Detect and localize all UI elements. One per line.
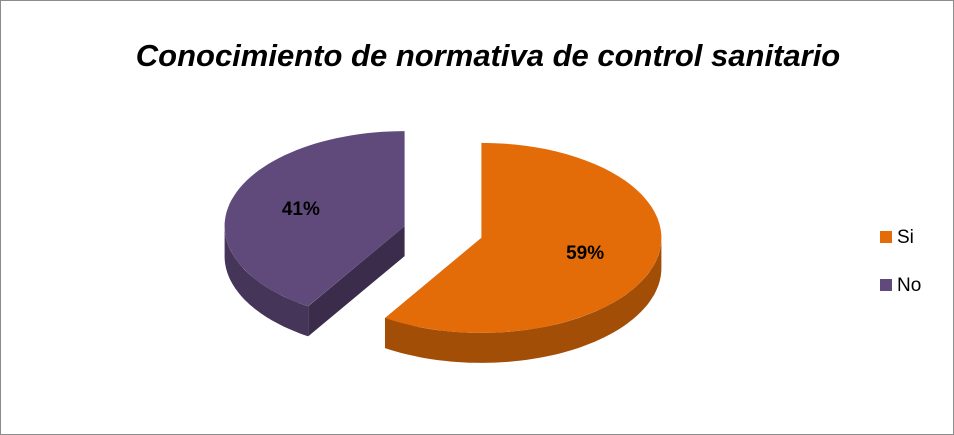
pie-slice [385, 142, 662, 333]
pie-slice [224, 131, 405, 307]
data-label: 41% [282, 199, 320, 220]
chart-title: Conocimiento de normativa de control san… [136, 38, 841, 73]
data-label: 59% [566, 243, 604, 264]
legend-swatch [880, 231, 892, 243]
legend-label: No [897, 275, 921, 296]
legend-swatch [880, 279, 892, 291]
legend-label: Si [897, 227, 914, 248]
slice-side [308, 226, 405, 337]
slice-wall [224, 226, 309, 337]
slice-wall [385, 237, 662, 363]
